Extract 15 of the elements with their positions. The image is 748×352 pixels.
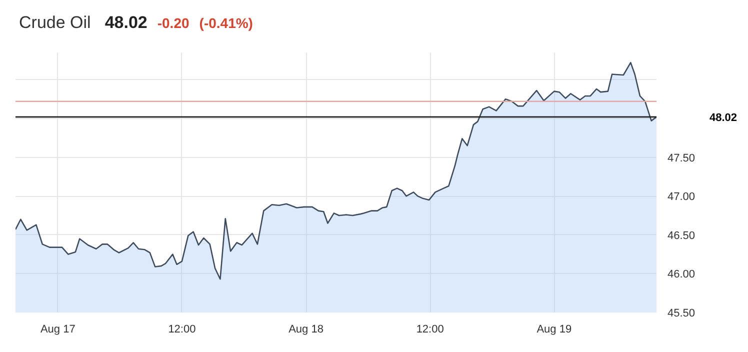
y-tick-label: 46.00 <box>668 268 696 281</box>
x-tick-label: Aug 19 <box>536 324 572 336</box>
text: -0.20 <box>157 15 190 31</box>
chart-title: Crude Oil <box>19 13 91 32</box>
x-tick-label: 12:00 <box>168 324 196 336</box>
y-tick-label: 46.50 <box>668 230 696 242</box>
y-tick-label: 47.50 <box>668 152 696 164</box>
chart-subtitle: 48.02 <box>104 13 148 32</box>
y-tick-label: 47.00 <box>668 191 696 204</box>
x-tick-label: Aug 17 <box>40 324 76 336</box>
x-tick-label: 12:00 <box>416 324 444 336</box>
ref-line-label: 48.02 <box>710 112 738 124</box>
text: (-0.41%) <box>199 15 253 31</box>
x-tick-label: Aug 18 <box>288 324 324 336</box>
y-tick-label: 45.50 <box>668 308 696 320</box>
